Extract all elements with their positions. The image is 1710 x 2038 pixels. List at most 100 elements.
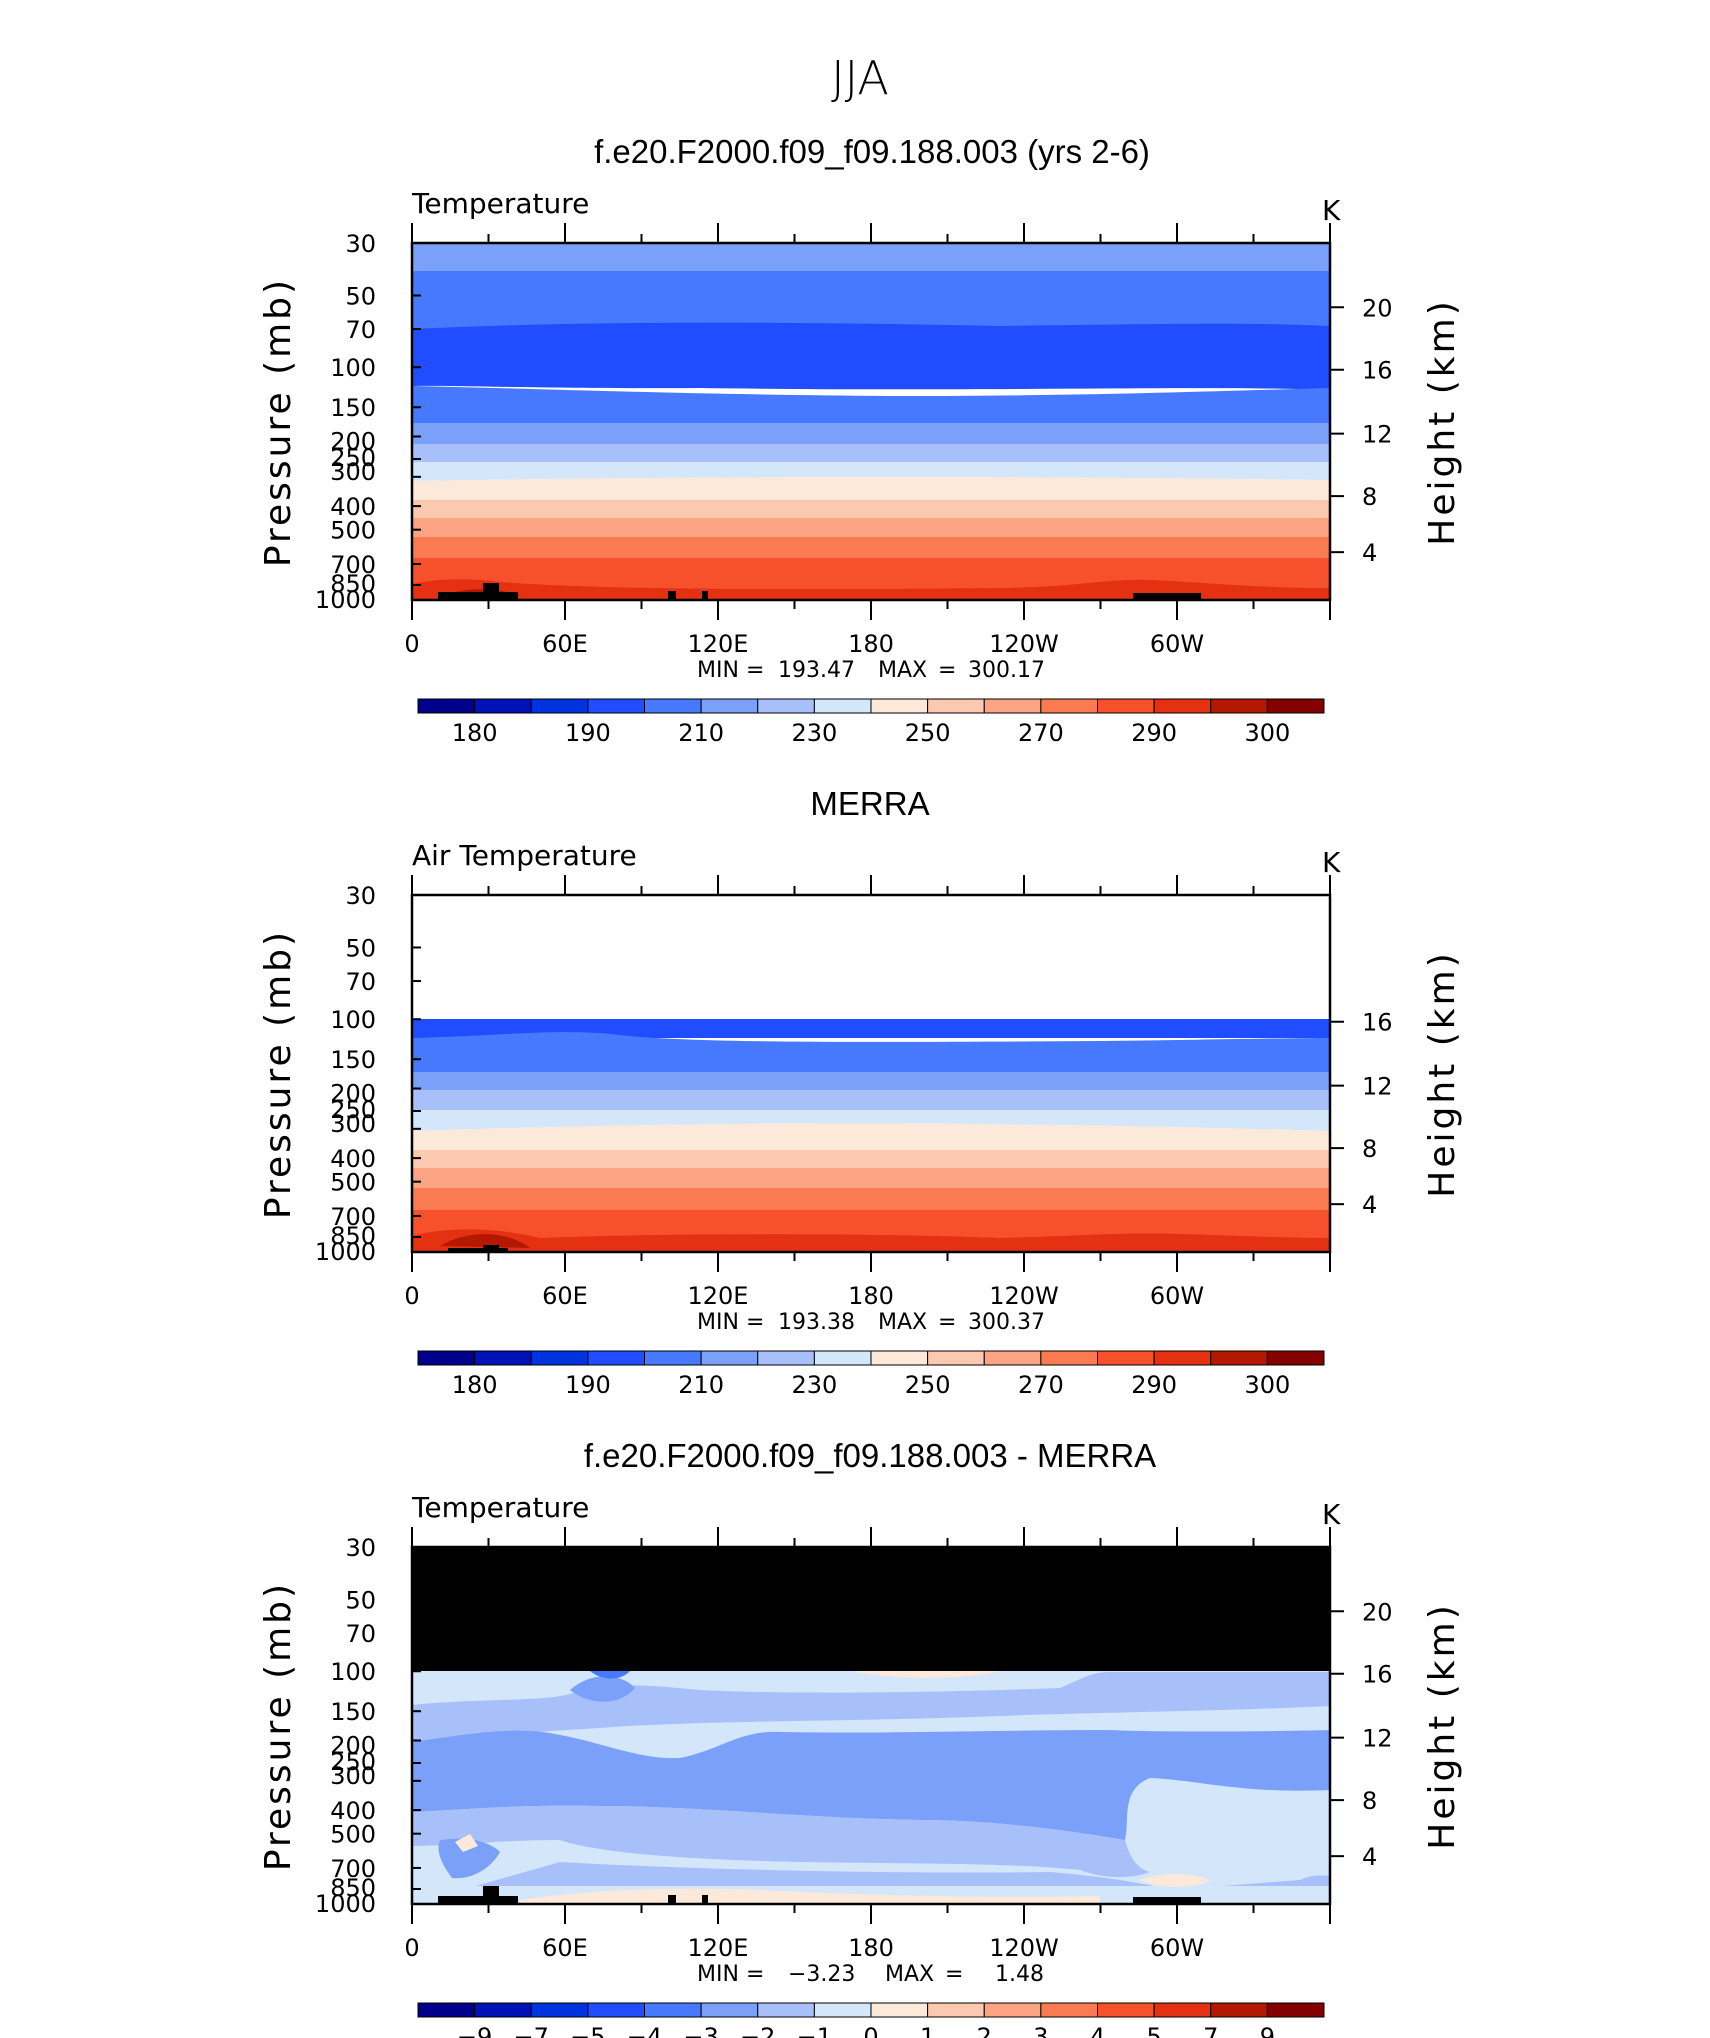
- pressure-tick-label: 1000: [315, 1890, 376, 1918]
- band: [412, 518, 1330, 537]
- colorbar-swatch: [644, 2002, 702, 2018]
- height-tick-label: 8: [1362, 483, 1377, 511]
- panel-2-max-value: 300.37: [968, 1310, 1045, 1335]
- colorbar-swatch: [700, 698, 759, 714]
- pressure-tick-label: 30: [345, 230, 376, 258]
- panel-2-min-value: 193.38: [778, 1310, 855, 1335]
- colorbar-swatch: [757, 698, 815, 714]
- panel-1-equals: =: [746, 658, 764, 683]
- panel-1-min-label: MIN: [697, 658, 739, 683]
- band: [412, 1672, 1330, 1742]
- band: [412, 1805, 1150, 1878]
- height-tick-label: 4: [1362, 539, 1377, 567]
- colorbar-swatch: [417, 2002, 476, 2018]
- colorbar-label: 1: [920, 2023, 935, 2038]
- panel-2-colorbar: 180 190 210 230 250 270 290 300: [417, 1350, 1325, 1399]
- band: [412, 1032, 1330, 1072]
- no-data-region: [412, 895, 1330, 1019]
- colorbar-label: 9: [1260, 2023, 1275, 2038]
- colorbar-swatch: [587, 1350, 645, 1366]
- panel-3-equals: =: [945, 1962, 963, 1987]
- height-tick-label: 16: [1362, 1009, 1393, 1037]
- colorbar-swatch: [813, 2002, 872, 2018]
- height-tick-label: 8: [1362, 1787, 1377, 1815]
- panel-2-y2label: Height (km): [1422, 950, 1463, 1197]
- pressure-tick-label: 100: [330, 1658, 376, 1686]
- terrain: [668, 591, 676, 600]
- figure-title: JJA: [831, 51, 889, 105]
- pressure-tick-label: 500: [330, 1821, 376, 1849]
- colorbar-swatch: [587, 698, 645, 714]
- panel-2-contours: [412, 895, 1330, 1252]
- colorbar-swatch: [1210, 698, 1268, 714]
- x-tick-label: 60W: [1150, 1282, 1204, 1310]
- band: [412, 500, 1330, 518]
- x-tick-label: 180: [848, 1282, 894, 1310]
- band: [412, 271, 1330, 331]
- colorbar-swatch: [757, 2002, 815, 2018]
- panel-1-stats: MIN = 193.47 MAX = 300.17: [697, 658, 1045, 683]
- pressure-tick-label: 300: [330, 1110, 376, 1138]
- colorbar-swatch: [1210, 2002, 1268, 2018]
- band: [412, 462, 1330, 481]
- band: [440, 1234, 530, 1248]
- pressure-tick-label: 850: [330, 1222, 376, 1250]
- colorbar-label: −7: [514, 2023, 549, 2038]
- band: [412, 477, 1330, 500]
- panel-3-equals: =: [746, 1962, 764, 1987]
- colorbar-swatch: [870, 698, 929, 714]
- band: [520, 1888, 1100, 1904]
- colorbar-swatch: [983, 2002, 1042, 2018]
- colorbar-swatch: [644, 1350, 702, 1366]
- colorbar-label: 7: [1203, 2023, 1218, 2038]
- colorbar-swatch: [530, 698, 589, 714]
- colorbar-swatch: [417, 698, 476, 714]
- panel-2-ylabel: Pressure (mb): [258, 929, 299, 1219]
- x-tick-label: 120W: [989, 1934, 1059, 1962]
- pressure-tick-label: 100: [330, 1006, 376, 1034]
- band: [412, 386, 1330, 423]
- colorbar-label: 270: [1018, 1371, 1064, 1399]
- panel-2-equals: =: [746, 1310, 764, 1335]
- colorbar-label: 270: [1018, 719, 1064, 747]
- colorbar-label: 230: [791, 719, 837, 747]
- panel-3-units-label: K: [1322, 1498, 1341, 1531]
- panel-3-min-value: −3.23: [788, 1962, 855, 1987]
- pressure-tick-label: 300: [330, 458, 376, 486]
- panel-1-equals: =: [938, 658, 956, 683]
- panel-3-contours: [412, 1547, 1330, 1904]
- terrain: [448, 1248, 508, 1252]
- panel-1: f.e20.F2000.f09_f09.188.003 (yrs 2-6) Te…: [258, 133, 1463, 747]
- colorbar-swatch: [474, 698, 532, 714]
- height-tick-label: 20: [1362, 294, 1393, 322]
- colorbar-swatch: [700, 1350, 759, 1366]
- panel-3-y2label: Height (km): [1422, 1602, 1463, 1849]
- panel-3-colorbar: −9 −7 −5 −4 −3 −2 −1 0 1 2 3 4 5 7 9: [417, 2002, 1325, 2038]
- colorbar-swatch: [1210, 1350, 1268, 1366]
- colorbar-swatch: [983, 698, 1042, 714]
- panel-1-min-value: 193.47: [778, 658, 855, 683]
- panel-3-variable-label: Temperature: [411, 1491, 589, 1524]
- colorbar-swatch: [1040, 698, 1098, 714]
- height-tick-label: 20: [1362, 1598, 1393, 1626]
- terrain: [438, 592, 518, 600]
- panel-3-ylabel: Pressure (mb): [258, 1581, 299, 1871]
- pressure-tick-label: 400: [330, 1797, 376, 1825]
- height-tick-label: 12: [1362, 421, 1393, 449]
- pressure-tick-label: 250: [330, 1748, 376, 1776]
- x-tick-label: 60W: [1150, 630, 1204, 658]
- pressure-tick-label: 150: [330, 394, 376, 422]
- panel-1-y2label: Height (km): [1422, 298, 1463, 545]
- pressure-tick-label: 70: [345, 316, 376, 344]
- colorbar-swatch: [1097, 2002, 1155, 2018]
- band: [1140, 1874, 1210, 1887]
- colorbar-label: −4: [627, 2023, 662, 2038]
- colorbar-swatch: [927, 698, 985, 714]
- colorbar-swatch: [1097, 1350, 1155, 1366]
- pressure-tick-label: 30: [345, 882, 376, 910]
- panel-1-variable-label: Temperature: [411, 187, 589, 220]
- colorbar-label: 0: [863, 2023, 878, 2038]
- pressure-tick-label: 50: [345, 934, 376, 962]
